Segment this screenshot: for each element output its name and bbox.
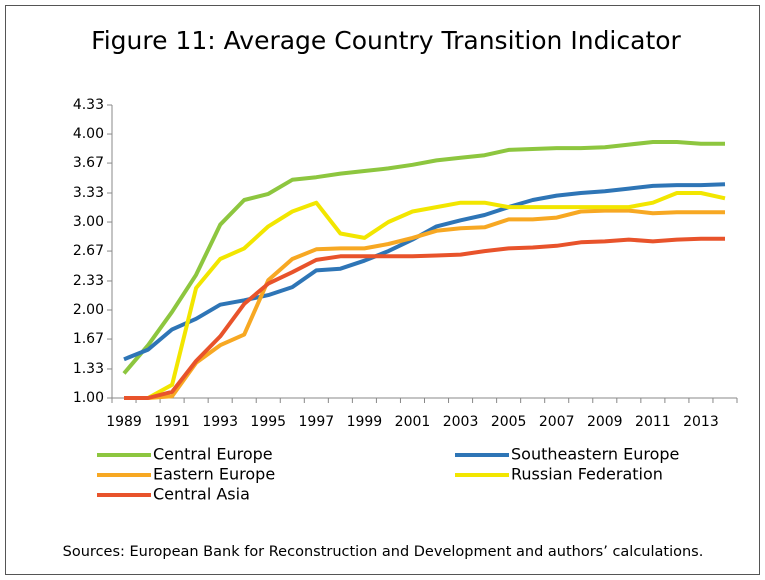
y-tick-label: 1.33: [73, 361, 104, 377]
x-tick-label: 1999: [347, 414, 383, 430]
x-tick-label: 1997: [299, 414, 335, 430]
series-line: [124, 236, 725, 400]
x-tick-label: 1995: [250, 414, 286, 430]
x-tick-label: 2007: [539, 414, 575, 430]
y-tick-label: 4.33: [73, 97, 104, 113]
y-tick-label: 4.00: [73, 126, 104, 142]
x-tick-label: 2005: [491, 414, 527, 430]
y-tick-label: 1.67: [73, 331, 104, 347]
legend-label: Russian Federation: [511, 465, 663, 484]
x-tick-label: 2003: [443, 414, 479, 430]
series-line: [124, 191, 726, 400]
x-tick-label: 2013: [683, 414, 719, 430]
x-tick-label: 2009: [587, 414, 623, 430]
y-tick-label: 2.67: [73, 243, 104, 259]
series-line: [124, 208, 725, 400]
legend-label: Eastern Europe: [153, 465, 275, 484]
legend-label: Central Europe: [153, 445, 273, 464]
legend-label: Southeastern Europe: [511, 445, 679, 464]
legend-label: Central Asia: [153, 485, 250, 504]
x-tick-label: 1991: [154, 414, 190, 430]
frame: [5, 5, 760, 575]
y-tick-label: 3.00: [73, 214, 104, 230]
y-tick-label: 1.00: [73, 390, 104, 406]
chart-title: Figure 11: Average Country Transition In…: [91, 26, 681, 55]
x-tick-label: 1993: [202, 414, 238, 430]
x-tick-label: 2001: [395, 414, 431, 430]
series-line: [122, 140, 725, 375]
y-tick-label: 2.00: [73, 302, 104, 318]
y-tick-label: 3.67: [73, 155, 104, 171]
y-tick-label: 3.33: [73, 185, 104, 201]
y-tick-label: 2.33: [73, 273, 104, 289]
source-note: Sources: European Bank for Reconstructio…: [63, 544, 704, 560]
x-tick-label: 2011: [635, 414, 671, 430]
x-tick-label: 1989: [106, 414, 142, 430]
